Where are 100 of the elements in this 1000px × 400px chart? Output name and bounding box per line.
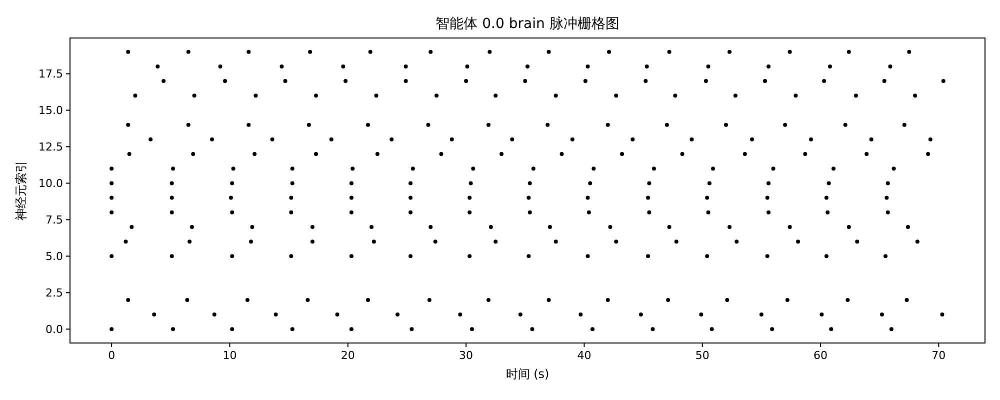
- point: [308, 50, 312, 54]
- point: [606, 298, 610, 302]
- point: [494, 240, 498, 244]
- point: [349, 254, 354, 258]
- point: [470, 327, 474, 332]
- point: [152, 312, 156, 317]
- point: [531, 166, 536, 171]
- point: [607, 50, 612, 54]
- point: [846, 298, 850, 302]
- point: [674, 240, 678, 244]
- point: [370, 224, 374, 229]
- point: [510, 137, 514, 142]
- point: [638, 312, 643, 317]
- point: [486, 298, 491, 302]
- point: [428, 224, 433, 229]
- point: [471, 166, 476, 171]
- point: [824, 196, 828, 200]
- point: [667, 224, 672, 229]
- point: [854, 94, 858, 98]
- x-tick-label: 60: [814, 349, 828, 362]
- point: [468, 181, 473, 186]
- point: [408, 210, 413, 214]
- point: [170, 196, 174, 200]
- point: [530, 327, 534, 332]
- point: [803, 152, 808, 156]
- point: [742, 152, 747, 156]
- point: [526, 254, 531, 258]
- point: [526, 196, 531, 200]
- point: [274, 312, 278, 317]
- point: [892, 166, 896, 171]
- point: [864, 152, 869, 156]
- point: [110, 327, 114, 332]
- point: [902, 122, 906, 127]
- point: [690, 137, 694, 142]
- x-tick-label: 20: [340, 349, 355, 362]
- point: [110, 254, 114, 258]
- point: [590, 327, 594, 332]
- point: [349, 327, 354, 332]
- point: [846, 50, 851, 54]
- y-tick-label: 5.0: [46, 250, 63, 264]
- point: [704, 79, 708, 84]
- point: [926, 152, 930, 156]
- point: [832, 166, 836, 171]
- x-tick-label: 0: [108, 349, 116, 362]
- point: [667, 50, 672, 54]
- point: [750, 137, 754, 142]
- point: [191, 152, 196, 156]
- point: [796, 240, 800, 244]
- point: [705, 254, 710, 258]
- point: [126, 298, 130, 302]
- x-tick-label: 50: [695, 349, 710, 362]
- y-tick-label: 2.5: [46, 286, 63, 300]
- point: [884, 254, 888, 258]
- point: [586, 64, 590, 68]
- point: [941, 79, 946, 84]
- point: [289, 254, 294, 258]
- point: [410, 327, 414, 332]
- point: [148, 137, 153, 142]
- point: [528, 210, 532, 214]
- point: [728, 224, 732, 229]
- point: [907, 50, 912, 54]
- point: [335, 312, 340, 317]
- point: [408, 254, 413, 258]
- point: [408, 196, 413, 200]
- point: [171, 166, 176, 171]
- point: [212, 312, 216, 317]
- point: [586, 254, 590, 258]
- point: [192, 94, 196, 98]
- point: [289, 210, 294, 214]
- point: [652, 166, 656, 171]
- point: [396, 312, 400, 317]
- point: [706, 210, 710, 214]
- y-tick-label: 10.0: [38, 177, 63, 190]
- point: [468, 196, 472, 200]
- point: [846, 224, 851, 229]
- point: [570, 137, 574, 142]
- point: [110, 181, 114, 186]
- x-tick-label: 40: [577, 349, 592, 362]
- point: [404, 64, 408, 68]
- point: [110, 166, 114, 171]
- point: [526, 64, 530, 68]
- point: [666, 298, 670, 302]
- point: [820, 312, 824, 317]
- point: [290, 166, 294, 171]
- point: [133, 94, 138, 98]
- point: [110, 196, 114, 200]
- point: [614, 94, 618, 98]
- point: [915, 240, 920, 244]
- point: [230, 210, 234, 214]
- point: [614, 240, 618, 244]
- point: [314, 152, 318, 156]
- point: [156, 64, 160, 68]
- point: [450, 137, 454, 142]
- point: [310, 224, 314, 229]
- point: [228, 196, 233, 200]
- point: [375, 152, 380, 156]
- point: [766, 181, 771, 186]
- point: [349, 181, 354, 186]
- point: [889, 327, 894, 332]
- point: [349, 210, 354, 214]
